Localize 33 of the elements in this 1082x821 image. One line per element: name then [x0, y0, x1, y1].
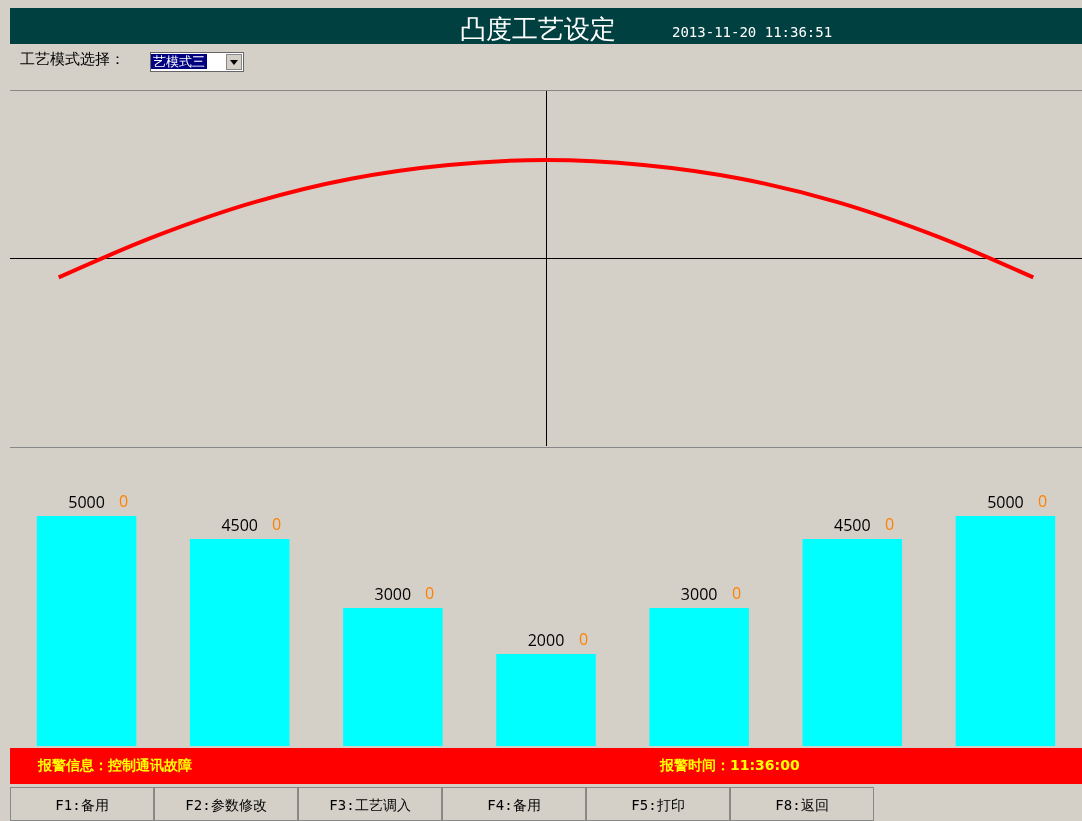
bar — [189, 539, 290, 746]
text: F1:备用 — [10, 787, 154, 821]
annotation: 0 — [272, 513, 282, 535]
bar — [955, 516, 1056, 746]
bar — [802, 539, 903, 746]
text: 工艺模式选择： — [20, 50, 125, 69]
annotation: 0 — [579, 628, 589, 650]
text: 报警信息：控制通讯故障 — [38, 757, 192, 775]
data-label: 4500 — [221, 514, 259, 536]
data-label: 3000 — [374, 583, 412, 605]
text: 0 — [1038, 490, 1048, 512]
data-label: 2000 — [527, 629, 565, 651]
text: 艺模式三 — [151, 54, 207, 69]
data-label: 5000 — [68, 491, 105, 513]
text: F5:打印 — [586, 787, 730, 821]
bar — [496, 654, 596, 746]
bar — [36, 516, 137, 746]
chart-title: 凸度工艺设定 — [460, 13, 616, 46]
text: F2:参数修改 — [154, 787, 298, 821]
annotation: 0 — [885, 513, 895, 535]
text: F4:备用 — [442, 787, 586, 821]
chart-subtitle: 2013-11-20 11:36:51 — [672, 24, 833, 40]
text: 报警时间：11:36:00 — [660, 757, 800, 775]
annotation: 0 — [425, 582, 435, 604]
text: 0 — [119, 490, 129, 512]
data-label: 3000 — [680, 583, 718, 605]
data-label: 5000 — [987, 491, 1024, 513]
text: F8:返回 — [730, 787, 874, 821]
bar — [343, 608, 443, 746]
bar — [649, 608, 749, 746]
text: F3:工艺调入 — [298, 787, 442, 821]
annotation: 0 — [732, 582, 742, 604]
data-label: 4500 — [833, 514, 871, 536]
